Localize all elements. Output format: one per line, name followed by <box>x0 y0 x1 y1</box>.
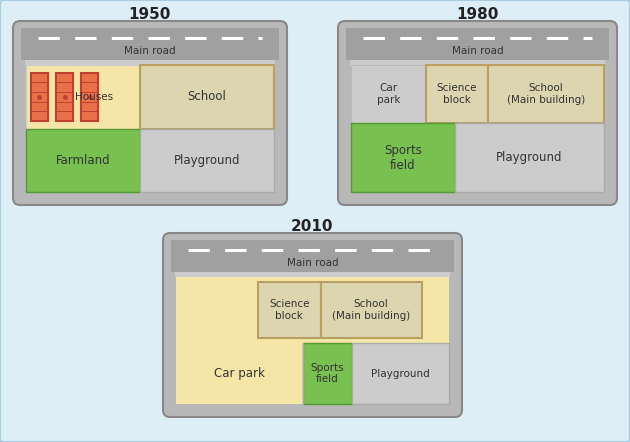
Bar <box>171 240 454 272</box>
Text: Sports
field: Sports field <box>384 144 422 171</box>
Text: Sports
field: Sports field <box>311 363 345 385</box>
Bar <box>426 65 488 123</box>
Bar <box>488 65 604 123</box>
Text: Main road: Main road <box>452 46 503 56</box>
Bar <box>303 343 352 404</box>
Text: Playground: Playground <box>496 151 563 164</box>
Text: 1980: 1980 <box>456 7 499 22</box>
Text: Science
block: Science block <box>269 299 309 321</box>
Text: Playground: Playground <box>371 369 430 378</box>
Bar <box>25 60 275 65</box>
Bar <box>26 65 140 129</box>
Bar <box>55 72 73 121</box>
Text: Main road: Main road <box>124 46 176 56</box>
Bar <box>346 28 609 60</box>
Text: School
(Main building): School (Main building) <box>507 84 585 105</box>
Bar <box>351 65 426 123</box>
Text: Car
park: Car park <box>377 84 400 105</box>
Bar <box>176 277 449 404</box>
Bar <box>140 65 274 129</box>
Bar <box>455 123 604 192</box>
Text: Farmland: Farmland <box>55 154 110 167</box>
Bar <box>258 282 321 338</box>
Bar <box>352 343 449 404</box>
Bar <box>321 282 421 338</box>
FancyBboxPatch shape <box>338 21 617 205</box>
Text: School
(Main building): School (Main building) <box>332 299 410 321</box>
Bar <box>140 129 274 192</box>
Bar <box>81 72 98 121</box>
FancyBboxPatch shape <box>163 233 462 417</box>
Text: Playground: Playground <box>174 154 240 167</box>
Bar <box>26 129 140 192</box>
Text: Car park: Car park <box>214 367 265 380</box>
Bar <box>351 123 455 192</box>
Text: Main road: Main road <box>287 258 338 268</box>
Bar <box>350 60 605 65</box>
Bar <box>175 272 450 277</box>
FancyBboxPatch shape <box>13 21 287 205</box>
Bar <box>21 28 279 60</box>
Text: 2010: 2010 <box>291 219 334 234</box>
Text: Houses: Houses <box>76 92 113 102</box>
Text: School: School <box>188 90 226 103</box>
Bar <box>31 72 49 121</box>
Text: 1950: 1950 <box>129 7 171 22</box>
Text: Science
block: Science block <box>437 84 477 105</box>
